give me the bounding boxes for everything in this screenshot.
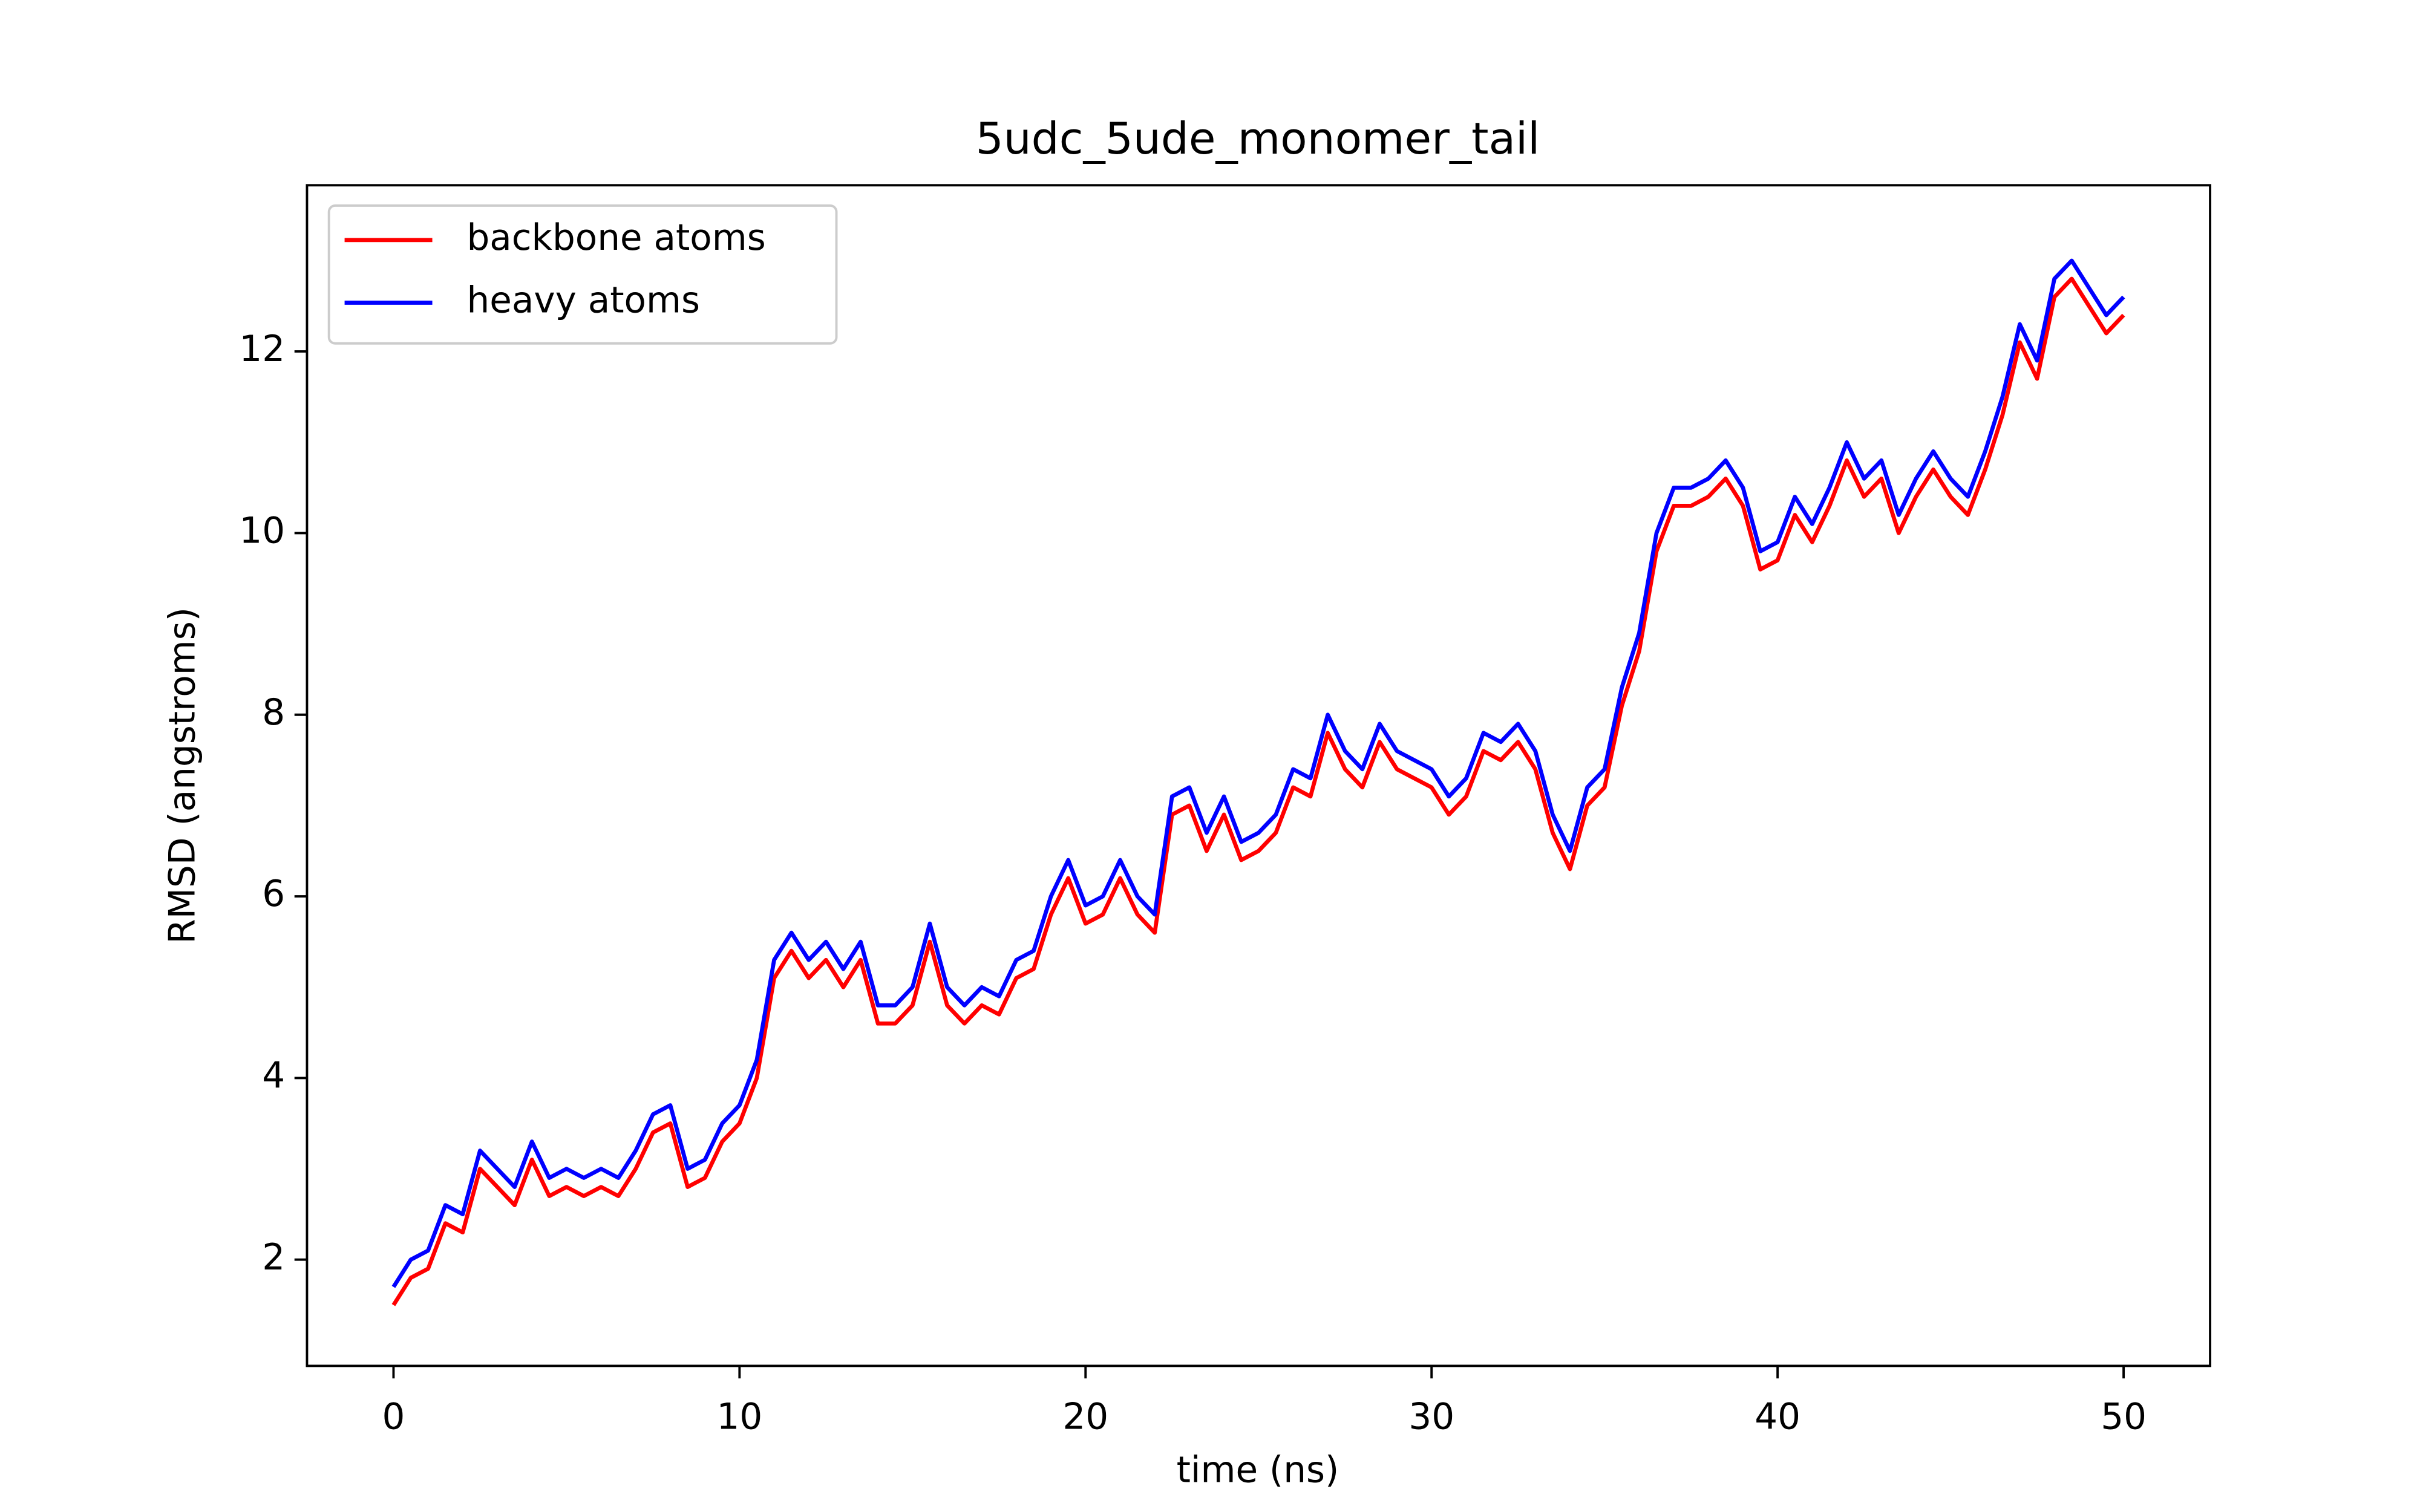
y-axis-label: RMSD (angstroms) bbox=[162, 607, 204, 944]
plot-frame bbox=[306, 184, 2212, 1367]
chart-title: 5udc_5ude_monomer_tail bbox=[976, 114, 1540, 165]
x-tick-label: 40 bbox=[1754, 1396, 1800, 1438]
y-tick-label: 8 bbox=[262, 692, 285, 734]
series-line bbox=[391, 276, 2125, 1306]
series-line bbox=[391, 258, 2125, 1288]
y-tick-label: 10 bbox=[239, 510, 285, 552]
legend-label: backbone atoms bbox=[467, 217, 766, 259]
x-axis-label: time (ns) bbox=[1177, 1450, 1339, 1491]
x-tick-label: 20 bbox=[1062, 1396, 1108, 1438]
y-tick-label: 6 bbox=[262, 873, 285, 915]
y-tick-label: 2 bbox=[262, 1237, 285, 1279]
y-tick-label: 4 bbox=[262, 1055, 285, 1097]
x-tick-label: 50 bbox=[2101, 1396, 2147, 1438]
x-tick-label: 10 bbox=[716, 1396, 762, 1438]
x-tick-label: 30 bbox=[1408, 1396, 1454, 1438]
x-tick-label: 0 bbox=[382, 1396, 405, 1438]
legend-label: heavy atoms bbox=[467, 280, 700, 322]
legend: backbone atoms heavy atoms bbox=[327, 204, 838, 345]
legend-box bbox=[327, 204, 838, 345]
y-tick-label: 12 bbox=[239, 328, 285, 370]
